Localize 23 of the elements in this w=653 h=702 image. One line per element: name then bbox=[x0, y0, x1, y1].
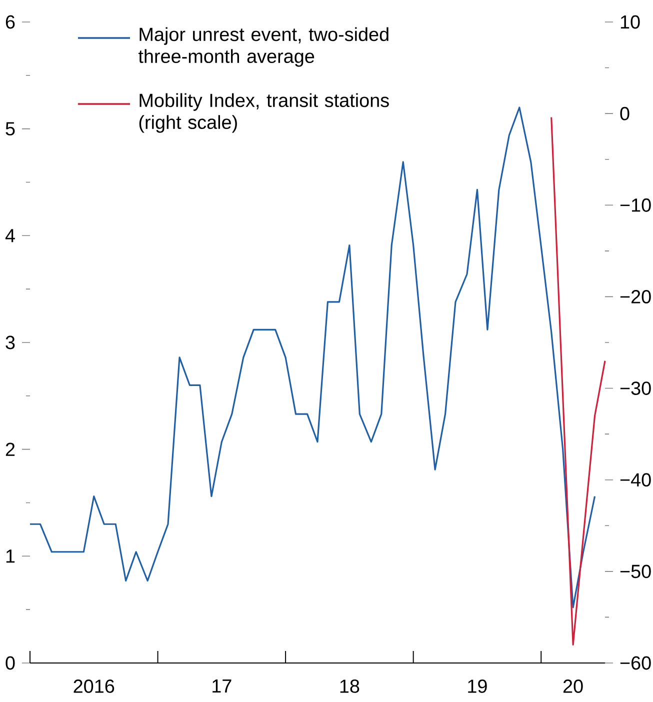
legend-label: Mobility Index, transit stations (right scale) bbox=[139, 93, 389, 133]
y-tick-label: 0 bbox=[6, 656, 15, 670]
y2-tick-label: −20 bbox=[620, 290, 651, 304]
x-tick-label: 2016 bbox=[74, 680, 114, 693]
x-tick-label: 17 bbox=[212, 680, 232, 693]
y-tick-label: 6 bbox=[6, 15, 15, 29]
y2-tick-label: −40 bbox=[620, 473, 651, 487]
y2-tick-label: −50 bbox=[620, 564, 651, 578]
x-tick-label: 18 bbox=[340, 680, 360, 693]
y-tick-label: 5 bbox=[6, 122, 15, 136]
x-tick-label: 20 bbox=[563, 680, 583, 693]
y2-tick-label: 10 bbox=[620, 15, 640, 29]
y-tick-label: 3 bbox=[6, 336, 15, 350]
y-tick-label: 2 bbox=[6, 442, 15, 456]
line-series bbox=[550, 116, 606, 646]
y-tick-label: 4 bbox=[5, 229, 15, 242]
y2-tick-label: −60 bbox=[620, 656, 651, 670]
x-tick-label: 19 bbox=[468, 680, 487, 693]
y2-tick-label: −30 bbox=[620, 382, 651, 395]
legend-label: Major unrest event, two-sided three-month average bbox=[138, 27, 388, 67]
y2-tick-label: −10 bbox=[620, 198, 651, 212]
y2-tick-label: 0 bbox=[620, 106, 630, 120]
y-tick-label: 1 bbox=[6, 550, 15, 563]
